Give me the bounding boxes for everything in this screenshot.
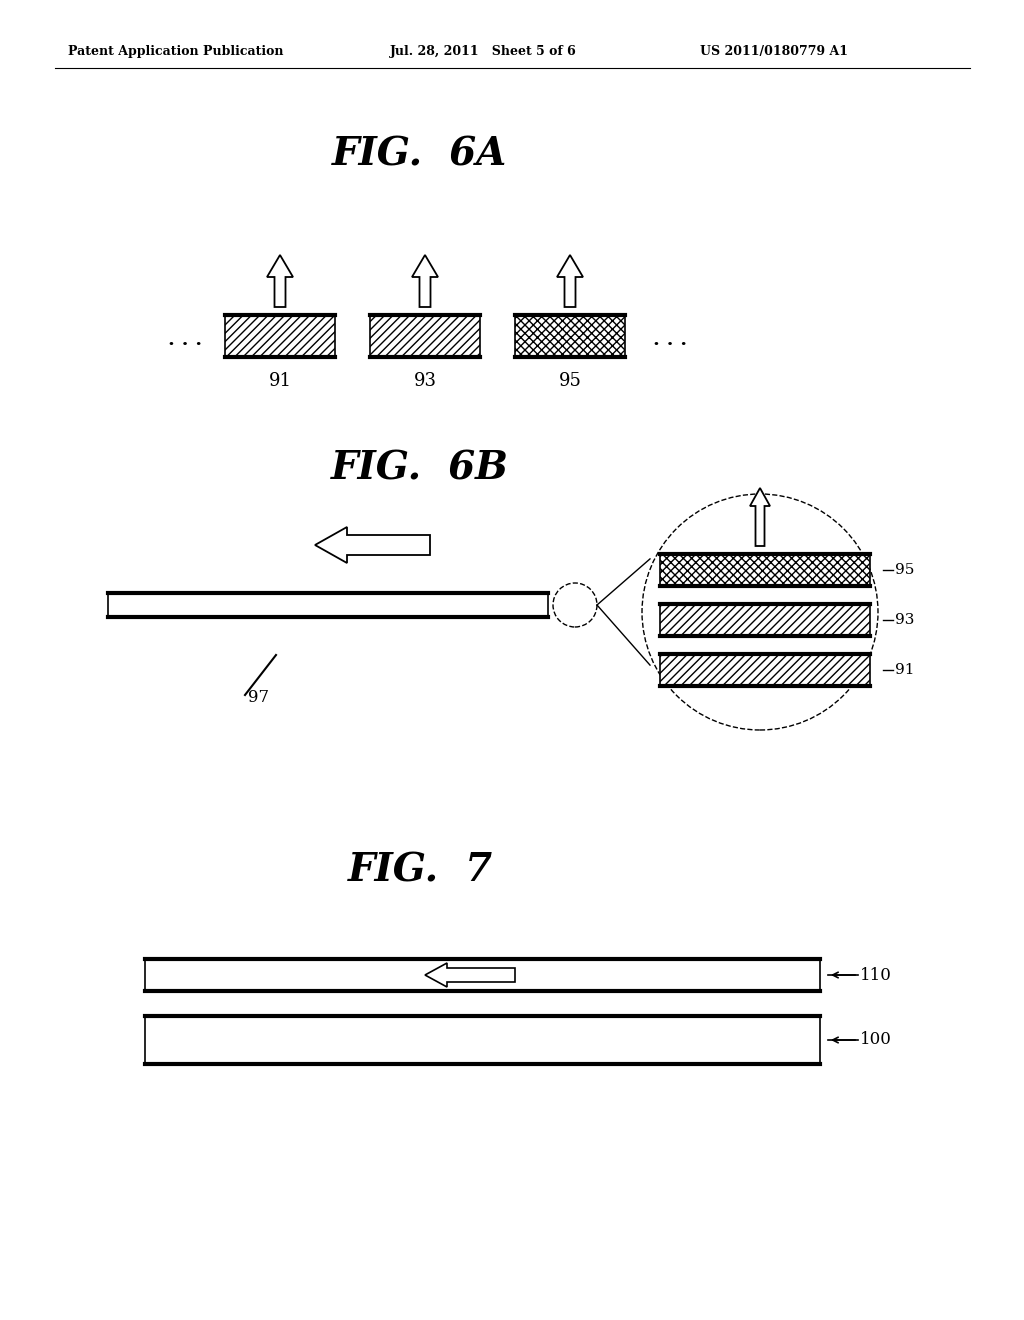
Text: FIG.  6B: FIG. 6B [331,449,509,487]
Bar [660,605,870,636]
Text: 100: 100 [860,1031,892,1048]
Bar [108,593,548,616]
Text: FIG.  7: FIG. 7 [347,851,493,888]
Bar [515,315,625,356]
FancyArrow shape [315,527,430,564]
FancyArrow shape [425,964,515,987]
Bar [660,653,870,686]
Text: 110: 110 [860,966,892,983]
Text: 93: 93 [414,372,436,389]
Text: . . .: . . . [168,331,202,348]
Text: 97: 97 [248,689,269,706]
Text: 93: 93 [895,612,914,627]
Text: 95: 95 [558,372,582,389]
Text: FIG.  6A: FIG. 6A [333,136,508,174]
Bar [145,960,820,991]
FancyArrow shape [412,255,438,308]
Bar [660,554,870,586]
Bar [145,1016,820,1064]
Text: US 2011/0180779 A1: US 2011/0180779 A1 [700,45,848,58]
Bar [225,315,335,356]
Text: 91: 91 [895,663,914,677]
Text: 95: 95 [895,564,914,577]
Bar [370,315,480,356]
Text: 91: 91 [268,372,292,389]
Text: . . .: . . . [653,331,687,348]
FancyArrow shape [557,255,583,308]
FancyArrow shape [267,255,293,308]
FancyArrow shape [750,488,770,546]
Text: Patent Application Publication: Patent Application Publication [68,45,284,58]
Text: Jul. 28, 2011   Sheet 5 of 6: Jul. 28, 2011 Sheet 5 of 6 [390,45,577,58]
